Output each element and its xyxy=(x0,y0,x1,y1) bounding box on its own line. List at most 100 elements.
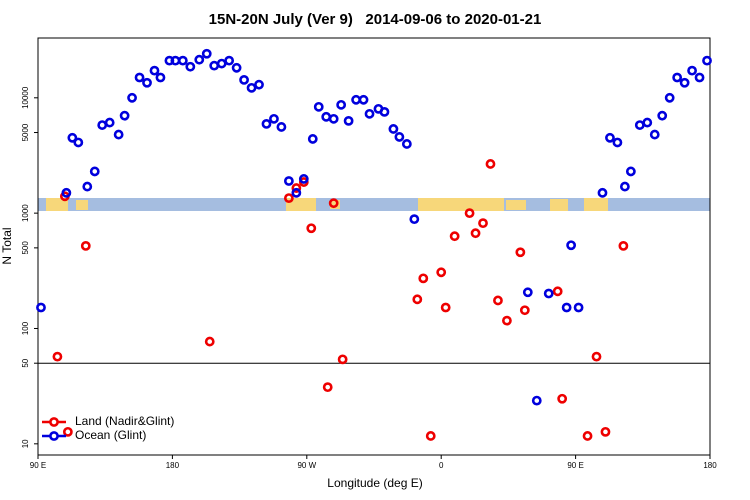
point xyxy=(170,55,181,66)
point xyxy=(485,159,496,169)
point xyxy=(672,72,683,83)
land-patch xyxy=(286,198,316,211)
land-patch xyxy=(76,200,88,210)
point xyxy=(134,72,145,83)
land-patch xyxy=(550,199,568,211)
point xyxy=(204,336,215,347)
point xyxy=(702,55,712,66)
point xyxy=(612,137,623,148)
point xyxy=(351,94,361,105)
point xyxy=(464,208,475,219)
point xyxy=(113,129,124,140)
point xyxy=(573,302,584,313)
y-tick-label: 1000 xyxy=(21,204,30,222)
point xyxy=(388,124,399,134)
point xyxy=(328,113,339,124)
point xyxy=(67,132,78,143)
point xyxy=(321,111,332,122)
point xyxy=(634,120,645,130)
y-tick-label: 10 xyxy=(21,439,30,448)
point xyxy=(307,134,318,144)
y-tick-label: 10000 xyxy=(21,86,30,109)
point xyxy=(519,305,530,316)
point xyxy=(591,351,602,362)
x-tick-label: 90 W xyxy=(297,461,316,470)
point xyxy=(478,218,488,229)
point xyxy=(261,118,272,129)
point xyxy=(336,99,347,110)
point xyxy=(194,54,205,65)
point xyxy=(605,132,615,143)
point xyxy=(224,55,235,66)
point xyxy=(89,166,100,177)
point xyxy=(679,77,690,88)
point xyxy=(149,65,160,76)
point xyxy=(557,393,568,404)
point xyxy=(625,166,636,177)
land-patch xyxy=(330,200,340,209)
point xyxy=(52,351,63,362)
point xyxy=(328,198,339,209)
point xyxy=(566,240,577,251)
point xyxy=(185,61,196,72)
point xyxy=(418,273,429,284)
point xyxy=(664,92,675,103)
x-tick-label: 90 E xyxy=(567,461,583,470)
point xyxy=(449,231,460,242)
x-tick-label: 90 E xyxy=(30,461,46,470)
point xyxy=(561,302,572,313)
point xyxy=(358,94,369,105)
point xyxy=(493,295,503,306)
point xyxy=(283,176,294,186)
point xyxy=(582,431,593,441)
point xyxy=(394,132,405,142)
y-tick-label: 50 xyxy=(21,358,30,367)
point xyxy=(177,55,188,66)
x-tick-label: 0 xyxy=(439,461,444,470)
point xyxy=(104,117,115,128)
plot-frame xyxy=(37,37,711,456)
point xyxy=(231,62,242,73)
point xyxy=(322,382,333,393)
land-patch xyxy=(418,198,504,211)
chart-title: 15N-20N July (Ver 9) 2014-09-06 to 2020-… xyxy=(209,11,542,28)
point xyxy=(283,193,294,204)
point xyxy=(82,181,93,192)
point xyxy=(201,48,212,59)
x-tick-label: 180 xyxy=(166,461,180,470)
point xyxy=(502,315,512,326)
point xyxy=(515,247,526,258)
point xyxy=(618,241,629,251)
point xyxy=(337,354,348,365)
point xyxy=(209,60,220,71)
point xyxy=(687,65,697,76)
point xyxy=(657,110,668,121)
legend-label: Land (Nadir&Glint) xyxy=(75,414,174,428)
point xyxy=(600,426,611,437)
x-axis-label: Longitude (deg E) xyxy=(327,476,422,490)
point xyxy=(401,139,412,149)
point xyxy=(127,92,137,103)
point xyxy=(649,129,660,140)
legend-label: Ocean (Glint) xyxy=(75,428,146,442)
point xyxy=(62,426,73,437)
point xyxy=(254,79,264,90)
point xyxy=(155,72,166,83)
point xyxy=(409,214,420,225)
land-patch xyxy=(506,200,526,210)
point xyxy=(36,302,46,313)
y-axis-label: N Total xyxy=(0,227,14,264)
y-tick-label: 5000 xyxy=(21,123,30,141)
point xyxy=(440,302,451,313)
point xyxy=(597,187,608,198)
land-patch xyxy=(46,198,68,211)
point xyxy=(313,101,324,112)
land-patch xyxy=(584,198,608,211)
y-tick-label: 500 xyxy=(21,241,30,255)
point xyxy=(142,77,152,88)
point xyxy=(379,106,390,117)
point xyxy=(216,58,227,69)
point xyxy=(61,187,72,198)
point xyxy=(531,395,542,406)
